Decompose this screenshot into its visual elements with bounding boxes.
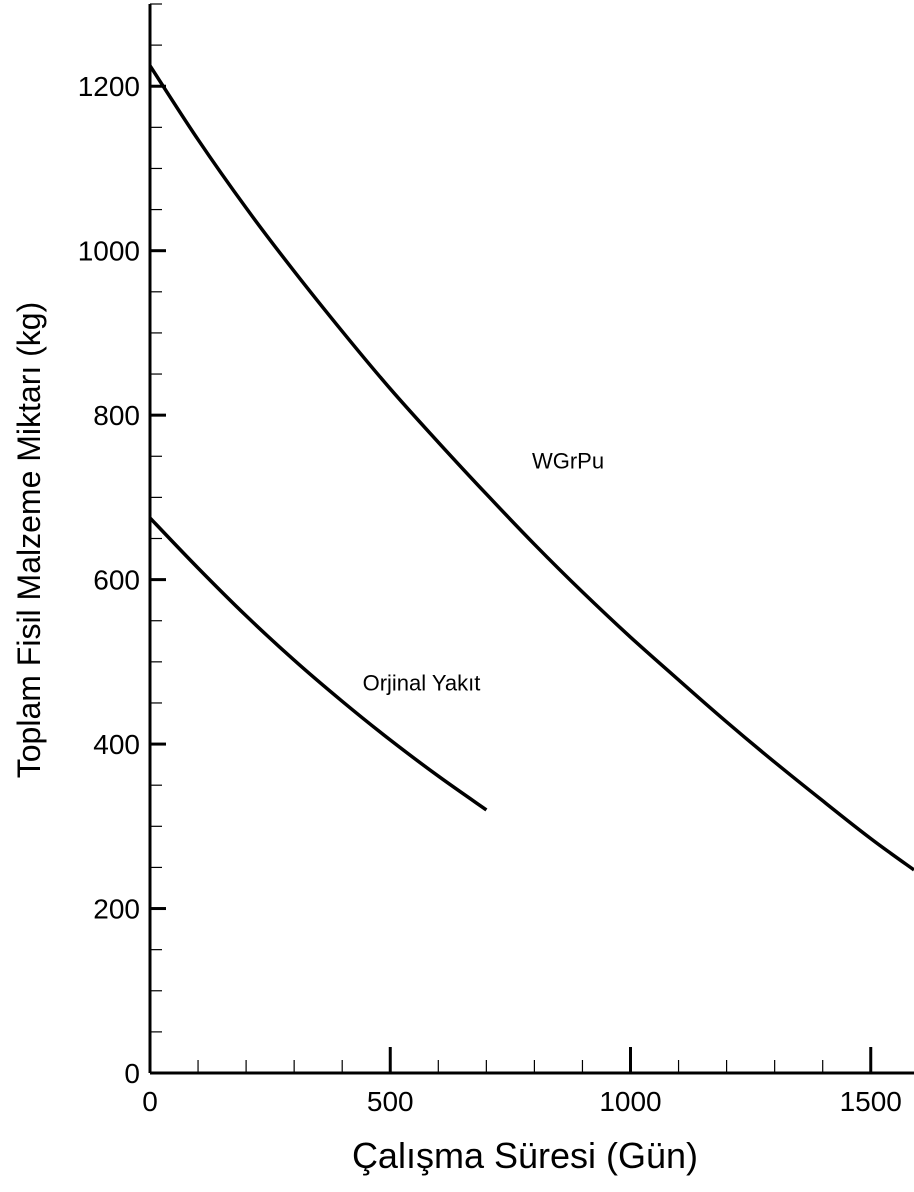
series-group (148, 64, 914, 872)
y-tick-label: 800 (93, 400, 140, 431)
y-tick-label: 1000 (78, 236, 140, 267)
series-label-1: Orjinal Yakıt (363, 671, 481, 696)
x-tick-label: 0 (142, 1086, 158, 1117)
x-tick-label: 1500 (840, 1086, 902, 1117)
y-axis-ticks: 0 200 400 600 800 1000 1200 (78, 3, 166, 1089)
axes (148, 4, 914, 1075)
y-axis-title: Toplam Fisil Malzeme Miktarı (kg) (11, 302, 47, 779)
y-tick-label: 0 (124, 1058, 140, 1089)
series-line-0 (148, 64, 914, 872)
y-tick-label: 200 (93, 894, 140, 925)
y-tick-label: 400 (93, 729, 140, 760)
series-line-1 (148, 516, 488, 812)
series-label-0: WGrPu (532, 449, 604, 474)
x-axis-title: Çalışma Süresi (Gün) (352, 1135, 698, 1176)
x-tick-label: 500 (367, 1086, 414, 1117)
x-tick-label: 1000 (599, 1086, 661, 1117)
y-tick-label: 600 (93, 565, 140, 596)
series-labels: WGrPu Orjinal Yakıt (363, 449, 605, 696)
x-axis-ticks: 0 500 1000 1500 (142, 1047, 902, 1117)
y-tick-label: 1200 (78, 71, 140, 102)
